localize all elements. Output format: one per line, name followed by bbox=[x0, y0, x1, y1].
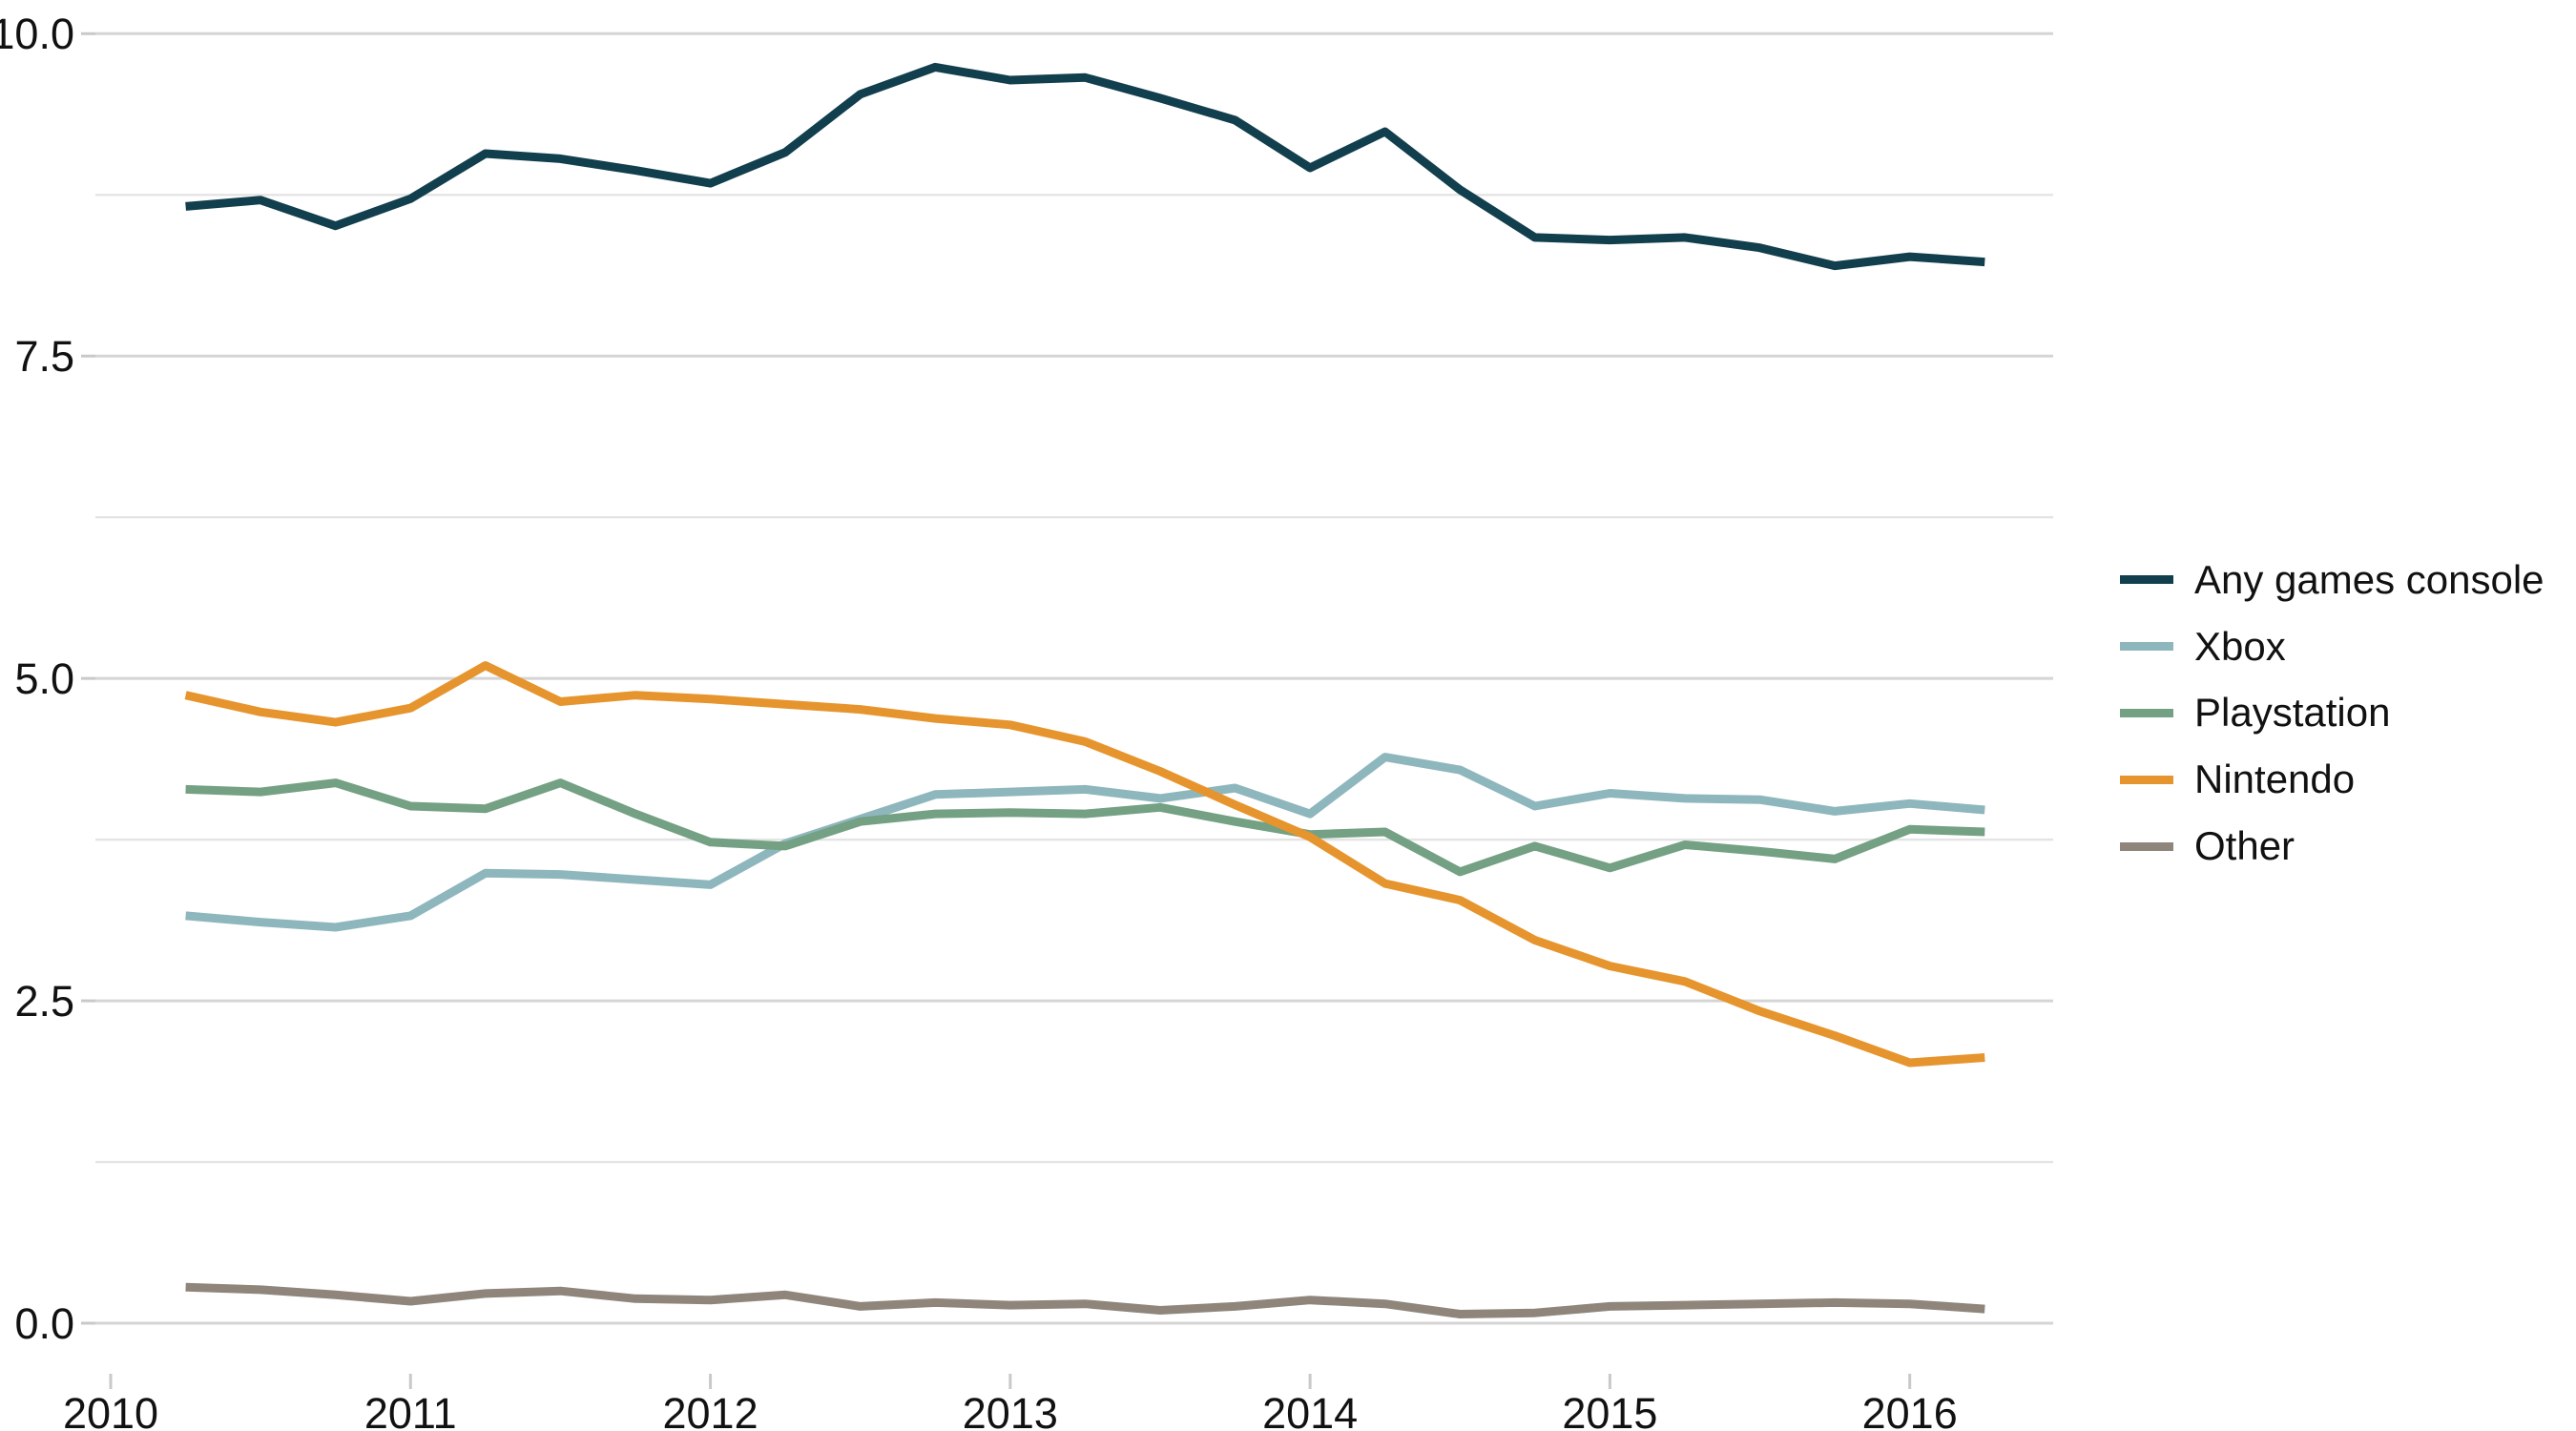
major-gridlines bbox=[95, 31, 2053, 1325]
legend-item-nintendo: Nintendo bbox=[2120, 746, 2545, 813]
legend-line-swatch bbox=[2120, 841, 2173, 851]
series-line-xbox bbox=[185, 753, 1985, 932]
x-tick-label: 2015 bbox=[1562, 1389, 1657, 1431]
legend-line-swatch bbox=[2120, 708, 2173, 717]
legend-line-swatch bbox=[2120, 642, 2173, 652]
x-tick-label: 2011 bbox=[364, 1389, 457, 1431]
series-line-playstation bbox=[185, 778, 1985, 877]
x-axis-tick-labels: 2010 2011 2012 2013 2014 2015 2016 bbox=[63, 1389, 1958, 1431]
x-tick-label: 2013 bbox=[963, 1389, 1058, 1431]
legend-line-swatch bbox=[2120, 775, 2173, 784]
legend-item-any-games-console: Any games console bbox=[2120, 547, 2545, 613]
x-tick-label: 2012 bbox=[663, 1389, 758, 1431]
legend-label: Nintendo bbox=[2194, 757, 2356, 802]
legend-line-swatch bbox=[2120, 575, 2173, 585]
legend-item-xbox: Xbox bbox=[2120, 613, 2545, 680]
legend-label: Playstation bbox=[2194, 690, 2391, 736]
y-tick-label: 0.0 bbox=[14, 1299, 74, 1348]
legend-item-playstation: Playstation bbox=[2120, 680, 2545, 747]
y-tick-label: 5.0 bbox=[14, 654, 74, 703]
data-series-lines bbox=[184, 62, 1985, 1318]
y-axis-tick-labels: 0.0 2.5 5.0 7.5 10.0 bbox=[0, 10, 74, 1348]
y-tick-label: 7.5 bbox=[14, 332, 74, 381]
y-tick-label: 2.5 bbox=[14, 977, 74, 1026]
x-tick-label: 2016 bbox=[1862, 1389, 1958, 1431]
y-axis-tick-marks bbox=[81, 31, 95, 1325]
series-line-nintendo bbox=[184, 661, 1985, 1068]
legend-label: Xbox bbox=[2194, 623, 2286, 669]
y-tick-label: 10.0 bbox=[0, 10, 74, 58]
legend-label: Other bbox=[2194, 823, 2296, 869]
x-axis-tick-marks bbox=[109, 1374, 1912, 1389]
series-line-other bbox=[185, 1282, 1985, 1318]
x-tick-label: 2010 bbox=[63, 1389, 158, 1431]
x-tick-label: 2014 bbox=[1262, 1389, 1358, 1431]
series-line-any-games-console bbox=[185, 62, 1985, 271]
chart-legend: Any games console Xbox Playstation Nintendo… bbox=[2120, 547, 2545, 880]
legend-item-other: Other bbox=[2120, 813, 2545, 880]
legend-label: Any games console bbox=[2194, 556, 2545, 602]
